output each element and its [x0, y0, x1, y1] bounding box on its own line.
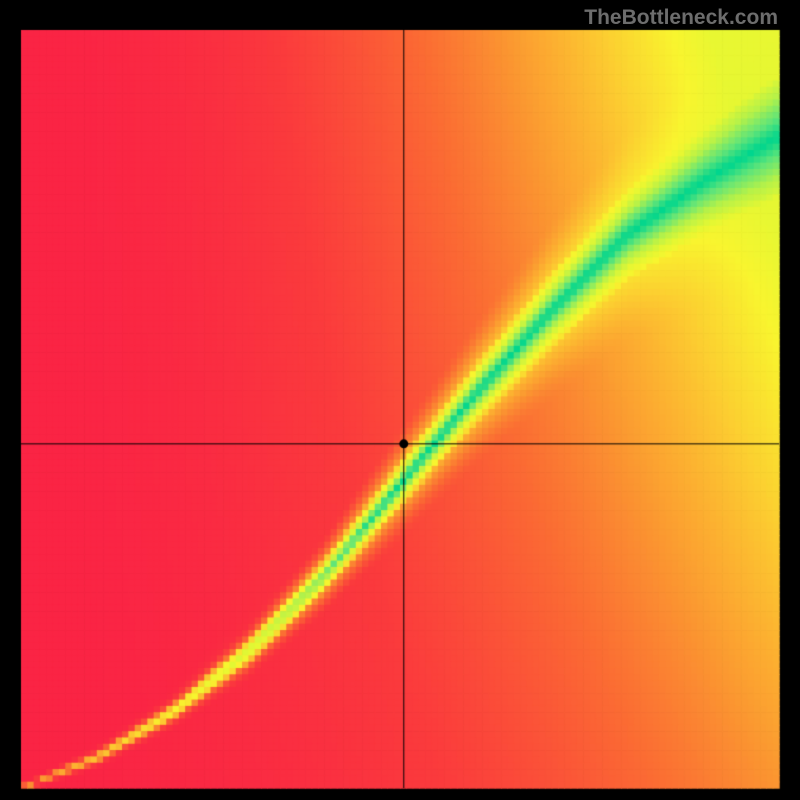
watermark-text: TheBottleneck.com — [584, 6, 778, 30]
heatmap-plot — [0, 0, 800, 800]
figure-container: TheBottleneck.com — [0, 0, 800, 800]
